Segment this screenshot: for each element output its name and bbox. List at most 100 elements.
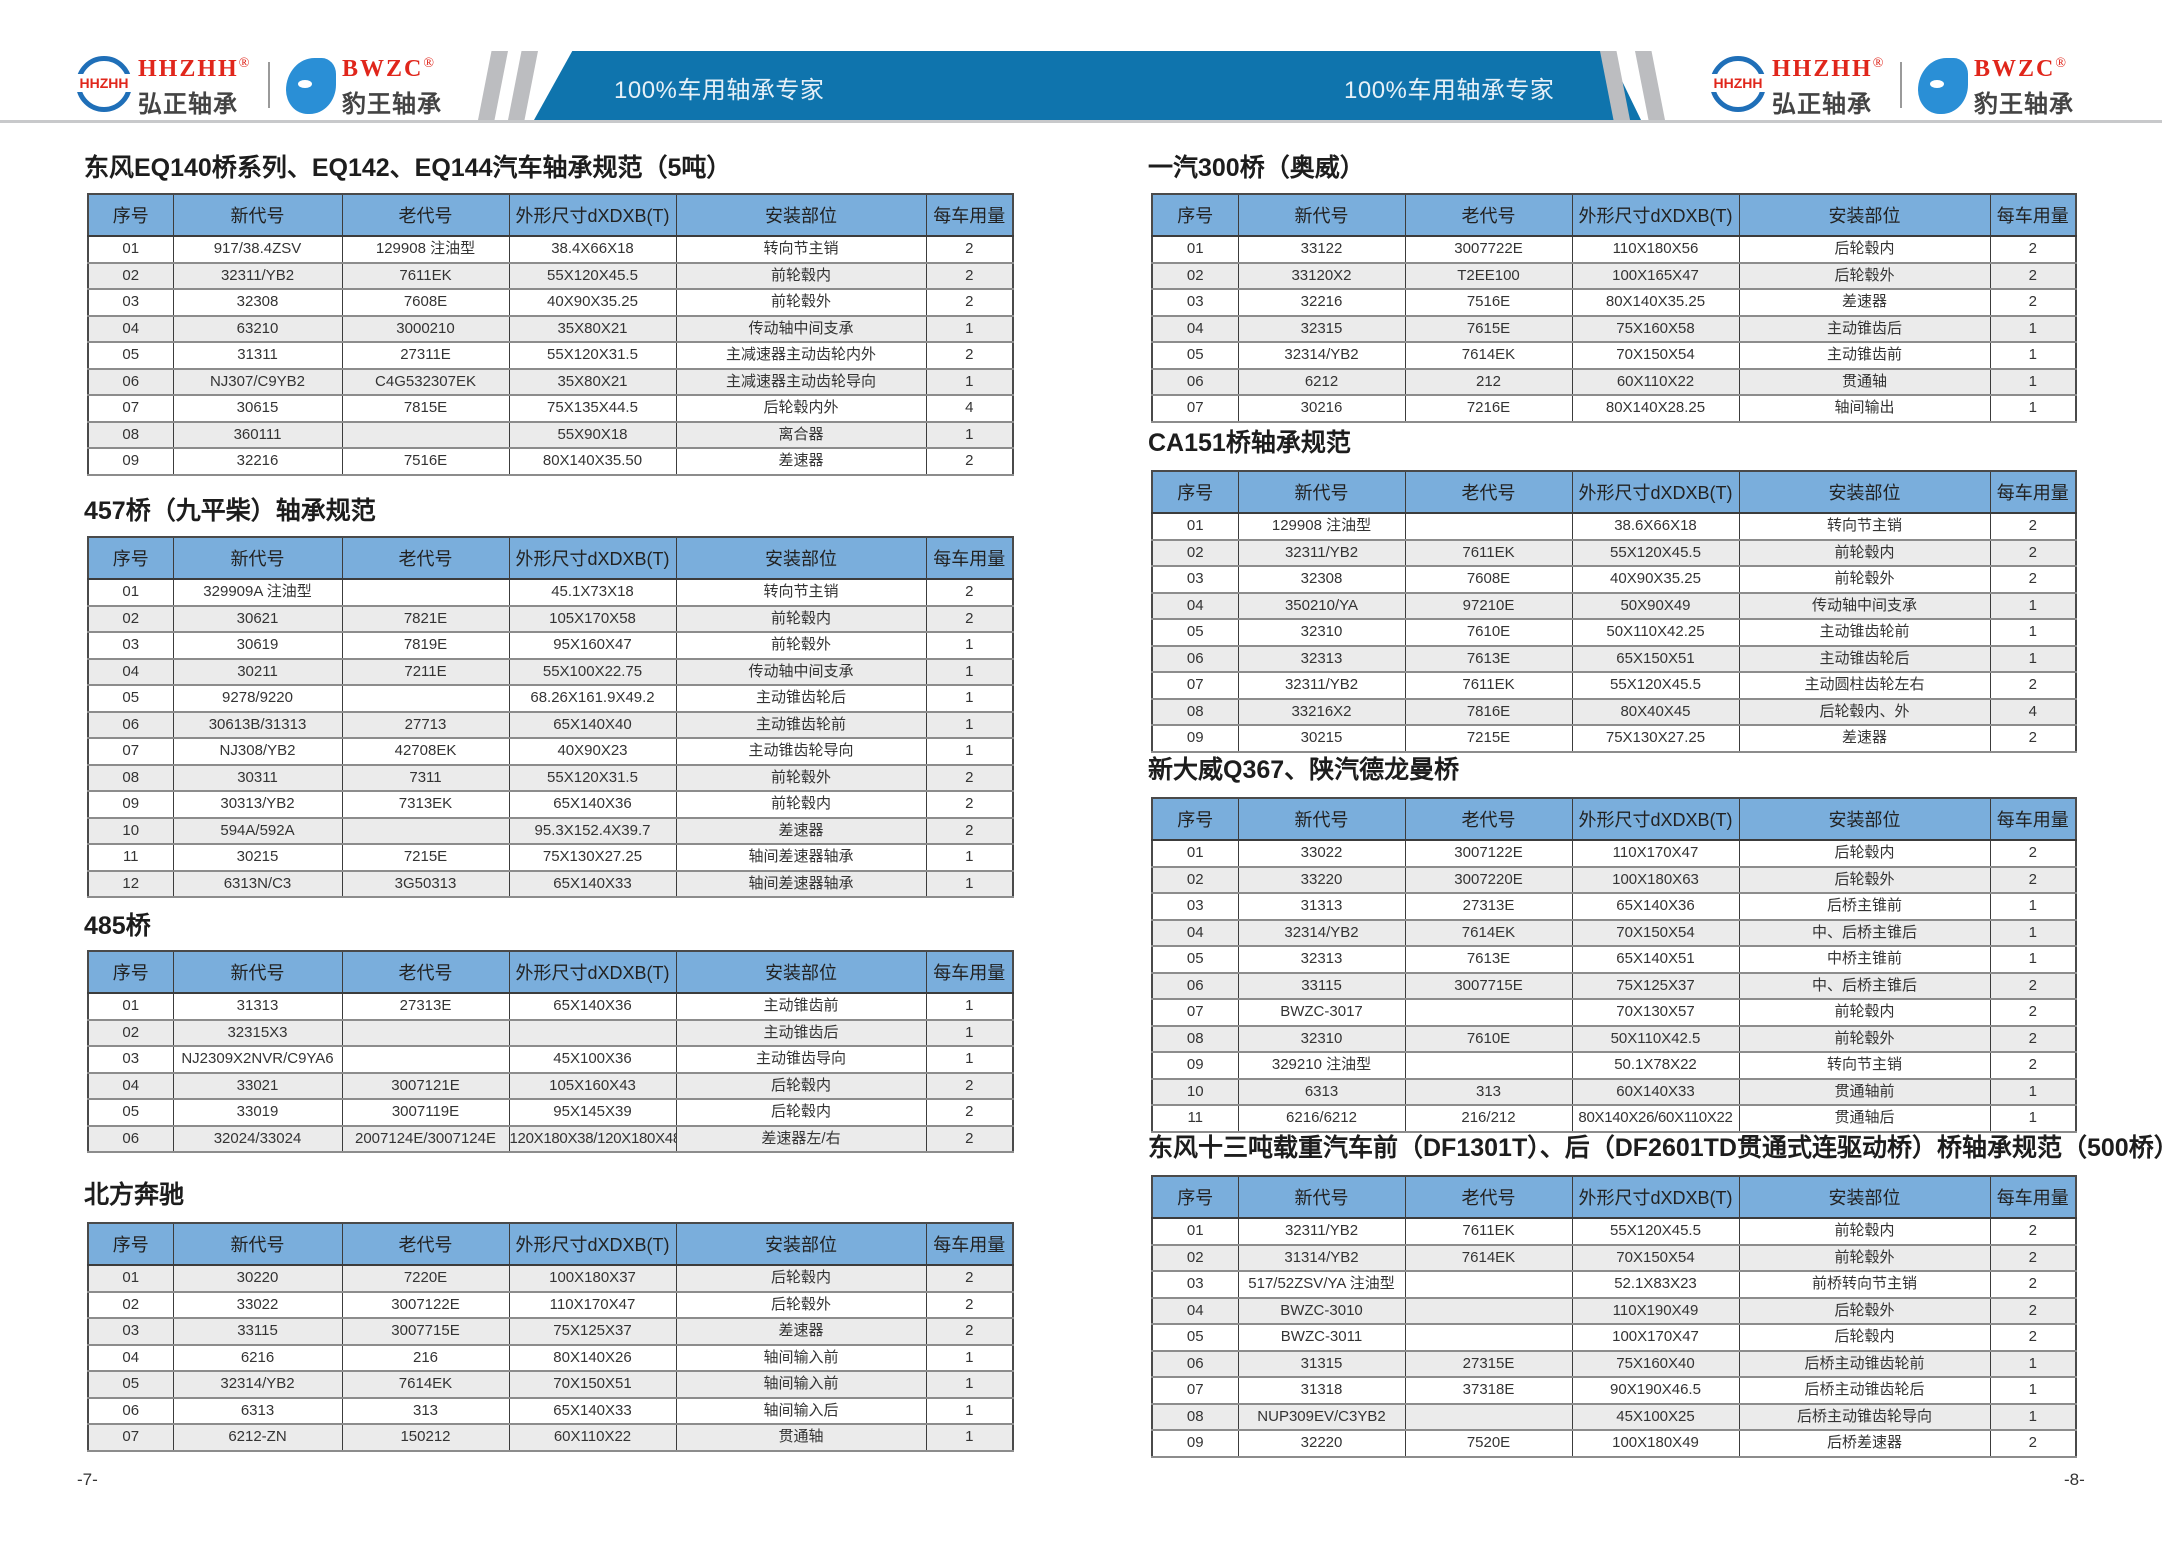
cell-dimensions: 75X130X27.25 [508, 844, 676, 872]
cell-dimensions: 100X180X49 [1571, 1430, 1739, 1458]
cell-mounting-position: 前轮毂外 [675, 289, 926, 317]
cell-old-code: 7610E [1404, 619, 1572, 647]
cell-qty-per-vehicle: 2 [1989, 1025, 2076, 1053]
table-row: 04 BWZC-3010 110X190X49 后轮毂外 2 [1151, 1297, 2076, 1325]
header-band-left [534, 51, 1081, 120]
table-row: 03 32308 7608E 40X90X35.25 前轮毂外 2 [1151, 566, 2076, 594]
cell-qty-per-vehicle: 2 [1989, 513, 2076, 541]
table-row: 04 30211 7211E 55X100X22.75 传动轴中间支承 1 [87, 658, 1013, 686]
cell-old-code: 313 [1404, 1078, 1572, 1106]
cell-dimensions: 75X160X58 [1571, 315, 1739, 343]
cell-seq: 02 [87, 262, 173, 290]
hhzhh-emblem-text: HHZHH [1706, 74, 1770, 92]
cell-mounting-position: 后轮毂内 [1738, 840, 1990, 868]
cell-new-code: 32314/YB2 [172, 1371, 342, 1399]
table-row: 03 31313 27313E 65X140X36 后桥主锥前 1 [1151, 893, 2076, 921]
cell-new-code: 32315 [1237, 315, 1405, 343]
column-header-seq: 序号 [87, 194, 173, 237]
cell-dimensions: 55X100X22.75 [508, 658, 676, 686]
header-slogan-left: 100%车用轴承专家 [614, 77, 825, 104]
cell-mounting-position: 后轮毂外 [1738, 262, 1990, 290]
table-row: 04 6216 216 80X140X26 轴间输入前 1 [87, 1344, 1013, 1372]
cell-new-code: 30211 [172, 658, 342, 686]
table-row: 04 32315 7615E 75X160X58 主动锥齿后 1 [1151, 315, 2076, 343]
cell-old-code: 7613E [1404, 946, 1572, 974]
cell-new-code: 63210 [172, 315, 342, 343]
cell-new-code: 31314/YB2 [1237, 1244, 1405, 1272]
cell-old-code: 7220E [341, 1265, 509, 1293]
cell-qty-per-vehicle: 2 [925, 1291, 1013, 1319]
table-row: 01 33022 3007122E 110X170X47 后轮毂内 2 [1151, 840, 2076, 868]
cell-mounting-position: 后轮毂内、外 [1738, 698, 1990, 726]
cell-mounting-position: 差速器 [675, 817, 926, 845]
cell-mounting-position: 主减速器主动齿轮导向 [675, 368, 926, 396]
column-header-dimensions: 外形尺寸dXDXB(T) [508, 537, 676, 580]
column-header-qty-per-vehicle: 每车用量 [925, 1223, 1013, 1266]
table-row: 05 33019 3007119E 95X145X39 后轮毂内 2 [87, 1099, 1013, 1127]
cell-dimensions: 65X140X51 [1571, 946, 1739, 974]
cell-dimensions: 80X140X35.25 [1571, 289, 1739, 317]
cell-seq: 02 [87, 605, 173, 633]
column-header-seq: 序号 [1151, 798, 1238, 841]
table-row: 06 32024/33024 2007124E/3007124E 120X180X38… [87, 1125, 1013, 1153]
cell-dimensions: 55X120X45.5 [1571, 539, 1739, 567]
section-title: 485桥 [84, 912, 151, 940]
header-slogan-right: 100%车用轴承专家 [1344, 77, 1555, 104]
table-row: 01 32311/YB2 7611EK 55X120X45.5 前轮毂内 2 [1151, 1218, 2076, 1246]
column-header-dimensions: 外形尺寸dXDXB(T) [1571, 1176, 1739, 1219]
cell-old-code: 7614EK [341, 1371, 509, 1399]
table-row: 01 30220 7220E 100X180X37 后轮毂内 2 [87, 1265, 1013, 1293]
cell-old-code: 3007119E [341, 1099, 509, 1127]
cell-mounting-position: 主动锥齿后 [675, 1019, 926, 1047]
cell-qty-per-vehicle: 2 [1989, 539, 2076, 567]
column-header-new-code: 新代号 [172, 194, 342, 237]
cell-dimensions: 55X90X18 [508, 421, 676, 449]
cell-seq: 07 [1151, 672, 1238, 700]
bearing-spec-table: 序号 新代号 老代号 外形尺寸dXDXB(T) 安装部位 每车用量 01 129908 注油型… [1151, 470, 2077, 753]
cell-dimensions: 70X150X54 [1571, 1244, 1739, 1272]
cell-old-code: 37318E [1404, 1377, 1572, 1405]
column-header-seq: 序号 [1151, 194, 1238, 237]
cell-seq: 01 [1151, 1218, 1238, 1246]
cell-dimensions: 50X90X49 [1571, 592, 1739, 620]
table-row: 05 9278/9220 68.26X161.9X49.2 主动锥齿轮后 1 [87, 685, 1013, 713]
cell-old-code: 7313EK [341, 791, 509, 819]
cell-mounting-position: 转向节主销 [675, 579, 926, 607]
table-row: 06 33115 3007715E 75X125X37 中、后桥主锥后 2 [1151, 972, 2076, 1000]
column-header-old-code: 老代号 [1404, 194, 1572, 237]
table-row: 04 33021 3007121E 105X160X43 后轮毂内 2 [87, 1072, 1013, 1100]
cell-old-code: 27315E [1404, 1350, 1572, 1378]
table-row: 04 32314/YB2 7614EK 70X150X54 中、后桥主锥后 1 [1151, 919, 2076, 947]
cell-mounting-position: 前轮毂外 [1738, 566, 1990, 594]
bearing-spec-table: 序号 新代号 老代号 外形尺寸dXDXB(T) 安装部位 每车用量 01 33122 30077… [1151, 193, 2077, 423]
table-row: 05 32314/YB2 7614EK 70X150X54 主动锥齿前 1 [1151, 342, 2076, 370]
cell-qty-per-vehicle: 2 [925, 605, 1013, 633]
column-header-old-code: 老代号 [1404, 798, 1572, 841]
cell-mounting-position: 后桥差速器 [1738, 1430, 1990, 1458]
cell-old-code [1404, 1271, 1572, 1299]
column-header-dimensions: 外形尺寸dXDXB(T) [508, 194, 676, 237]
cell-seq: 04 [87, 658, 173, 686]
cell-dimensions: 50.1X78X22 [1571, 1052, 1739, 1080]
cell-dimensions [508, 1019, 676, 1047]
cell-old-code: 7211E [341, 658, 509, 686]
cell-new-code: 32313 [1237, 645, 1405, 673]
cell-new-code: 32311/YB2 [1237, 539, 1405, 567]
table-row: 06 32313 7613E 65X150X51 主动锥齿轮后 1 [1151, 645, 2076, 673]
cell-mounting-position: 前轮毂外 [675, 764, 926, 792]
cell-seq: 03 [87, 1046, 173, 1074]
hhzhh-brand-en: HHZHH® [1772, 56, 1885, 83]
cell-dimensions: 100X165X47 [1571, 262, 1739, 290]
table-header-row: 序号 新代号 老代号 外形尺寸dXDXB(T) 安装部位 每车用量 [1151, 471, 2076, 514]
cell-qty-per-vehicle: 2 [1989, 1297, 2076, 1325]
cell-qty-per-vehicle: 1 [925, 421, 1013, 449]
cell-new-code: 9278/9220 [172, 685, 342, 713]
cell-mounting-position: 后轮毂外 [1738, 866, 1990, 894]
cell-dimensions: 65X140X36 [1571, 893, 1739, 921]
cell-old-code: 27313E [341, 993, 509, 1021]
cell-new-code: 360111 [172, 421, 342, 449]
cell-old-code [1404, 1052, 1572, 1080]
cell-qty-per-vehicle: 1 [925, 368, 1013, 396]
cell-qty-per-vehicle: 2 [1989, 1052, 2076, 1080]
table-header-row: 序号 新代号 老代号 外形尺寸dXDXB(T) 安装部位 每车用量 [87, 951, 1013, 994]
